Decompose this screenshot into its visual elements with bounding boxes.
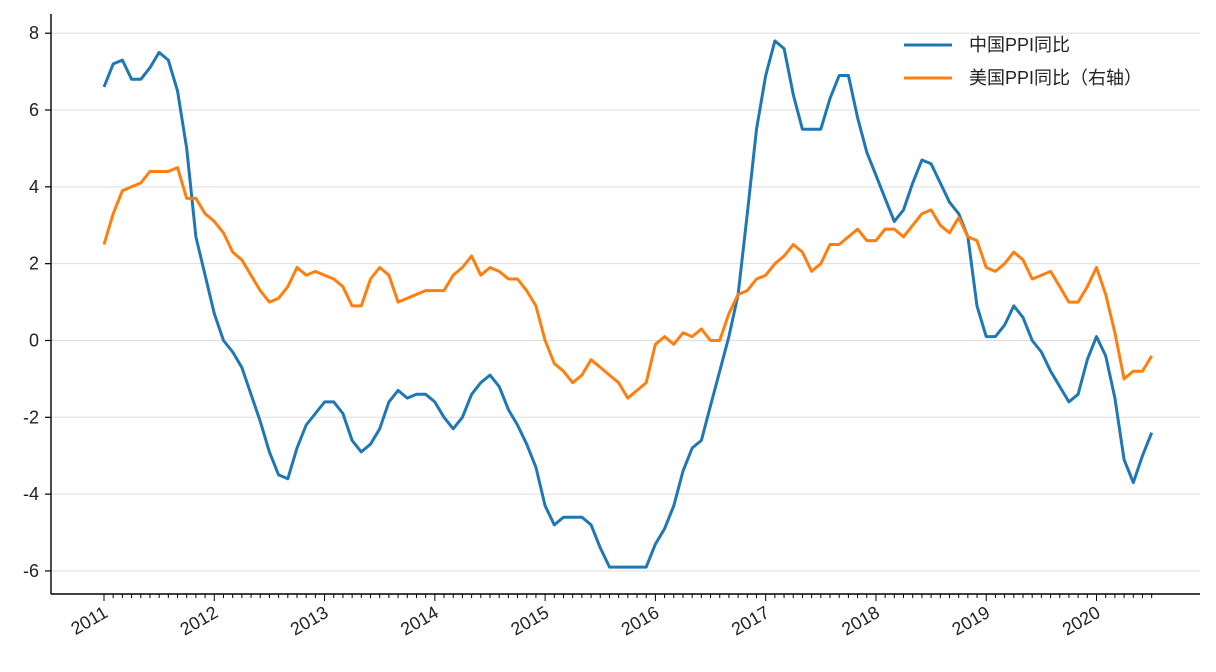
axes: [50, 14, 1200, 595]
legend-label: 中国PPI同比: [969, 35, 1070, 55]
y-tick-label: -6: [23, 561, 39, 581]
x-tick-label: 2017: [728, 602, 773, 639]
x-tick-label: 2018: [838, 602, 883, 639]
x-tick-label: 2019: [949, 602, 994, 639]
series-lines: [102, 39, 1154, 569]
x-tick-label: 2020: [1059, 602, 1104, 639]
series-line-us-ppi: [102, 166, 1153, 400]
y-tick-label: 6: [29, 100, 39, 120]
y-tick-label: -4: [23, 484, 39, 504]
y-tick-label: 4: [29, 177, 39, 197]
y-axis-ticks: 8 6 4 2 0 -2 -4 -6: [23, 23, 51, 581]
y-tick-label: 8: [29, 23, 39, 43]
x-tick-label: 2016: [618, 602, 663, 639]
x-tick-label: 2015: [507, 602, 552, 639]
y-tick-label: 2: [29, 254, 39, 274]
y-tick-label: 0: [29, 330, 39, 350]
x-tick-label: 2011: [67, 602, 111, 639]
x-tick-label: 2013: [287, 602, 332, 639]
y-tick-label: -2: [23, 407, 39, 427]
x-tick-label: 2014: [397, 602, 442, 639]
gridlines: [51, 32, 1200, 572]
legend-label: 美国PPI同比（右轴）: [969, 68, 1142, 88]
x-axis-ticks: 2011 2012 2013 2014 2015 2016 2017 2018 2019 2020: [67, 594, 1153, 639]
series-line-china-ppi: [102, 39, 1154, 569]
x-tick-label: 2012: [177, 602, 222, 639]
